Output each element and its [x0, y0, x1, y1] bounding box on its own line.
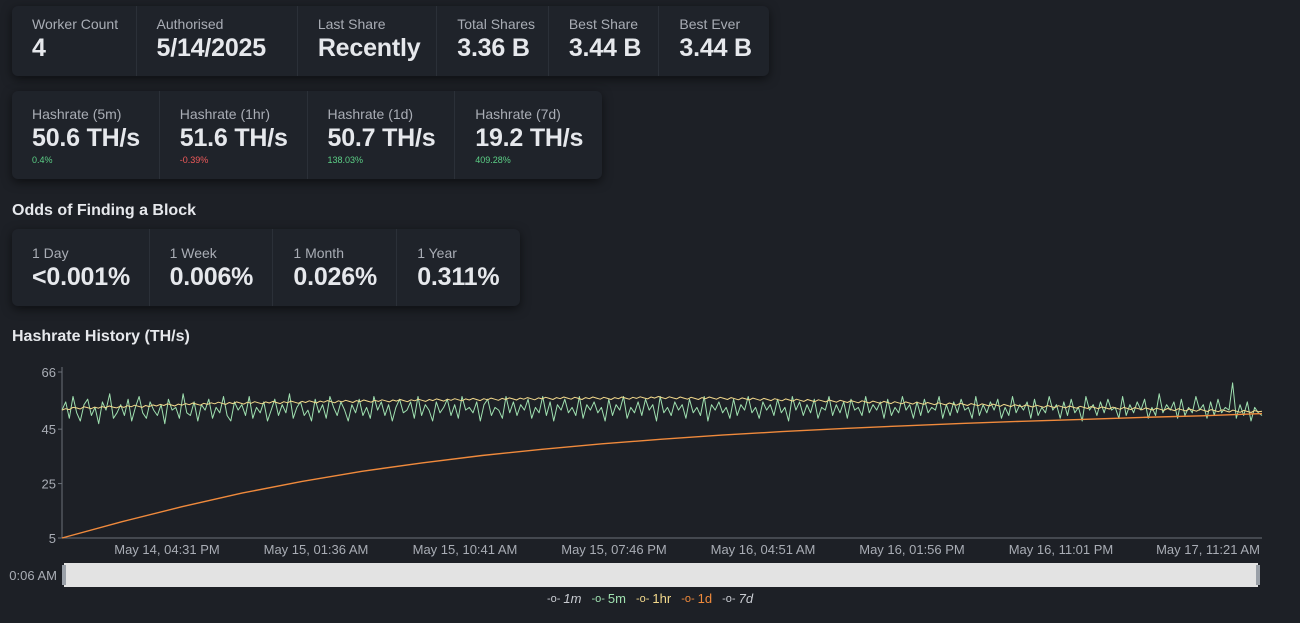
stat-best-share: Best Share 3.44 B: [549, 6, 660, 76]
stat-value: Recently: [317, 34, 421, 62]
y-tick-label: 5: [49, 531, 56, 546]
legend-item-1d[interactable]: -o- 1d: [681, 591, 712, 606]
y-tick-label: 45: [42, 422, 56, 437]
stat-label: Hashrate (7d): [475, 106, 561, 122]
legend-item-1m[interactable]: -o- 1m: [547, 591, 582, 606]
odds-1-month: 1 Month 0.026%: [273, 229, 398, 306]
zoom-slider-right-handle[interactable]: [1256, 565, 1260, 585]
legend-marker-icon: -o-: [591, 592, 605, 605]
x-tick-label: May 17, 11:21 AM: [1156, 542, 1260, 557]
legend-marker-icon: -o-: [546, 592, 561, 605]
stat-value: 0.311%: [417, 263, 500, 291]
legend-label: 1d: [697, 591, 713, 606]
stat-label: 1 Week: [169, 245, 217, 261]
stat-total-shares: Total Shares 3.36 B: [437, 6, 549, 76]
zoom-slider-track[interactable]: [64, 563, 1258, 587]
stat-value: 19.2 TH/s: [475, 124, 584, 152]
x-axis: May 14, 04:31 PM May 15, 01:36 AM May 15, …: [114, 542, 1260, 557]
x-tick-label: May 15, 01:36 AM: [264, 542, 369, 557]
stat-label: 1 Day: [32, 245, 69, 261]
x-tick-label: May 15, 10:41 AM: [413, 542, 518, 557]
stat-label: Authorised: [156, 16, 224, 32]
legend-label: 1hr: [652, 591, 672, 606]
legend-label: 5m: [607, 591, 626, 606]
stat-change: -0.39%: [179, 155, 209, 165]
stat-label: Best Ever: [679, 16, 741, 32]
y-tick-label: 25: [42, 477, 56, 492]
zoom-slider-left-handle[interactable]: [62, 565, 66, 585]
stat-label: Total Shares: [457, 16, 536, 32]
x-tick-label: May 16, 04:51 AM: [711, 542, 816, 557]
legend-label: 1m: [563, 591, 582, 606]
legend-item-7d[interactable]: -o- 7d: [722, 591, 753, 606]
stat-hashrate-1hr: Hashrate (1hr) 51.6 TH/s -0.39%: [160, 91, 308, 179]
hashrate-card: Hashrate (5m) 50.6 TH/s 0.4% Hashrate (1…: [12, 91, 602, 179]
series-line-1hr: [61, 396, 1263, 413]
stat-best-ever: Best Ever 3.44 B: [659, 6, 769, 76]
stat-value: 3.36 B: [457, 34, 530, 62]
legend-marker-icon: -o-: [681, 592, 695, 605]
series-line-1d: [61, 412, 1263, 539]
stat-change: 409.28%: [475, 155, 511, 165]
stat-value: 4: [32, 34, 46, 62]
zoom-slider-start-label: 0:06 AM: [9, 568, 57, 583]
y-tick-label: 66: [42, 365, 56, 380]
stat-authorised: Authorised 5/14/2025: [137, 6, 298, 76]
stat-label: Best Share: [568, 16, 639, 32]
stat-label: Hashrate (1d): [327, 106, 414, 122]
stat-value: 3.44 B: [679, 34, 752, 62]
y-axis: 5 25 45 66: [42, 365, 62, 546]
stat-value: 3.44 B: [568, 34, 642, 62]
stat-label: Hashrate (1hr): [179, 106, 271, 122]
x-tick-label: May 16, 11:01 PM: [1009, 542, 1114, 557]
stat-value: 5/14/2025: [156, 34, 267, 62]
stat-worker-count: Worker Count 4: [12, 6, 137, 76]
legend-label: 7d: [738, 591, 754, 606]
stat-value: 50.7 TH/s: [327, 124, 436, 152]
hashrate-history-chart[interactable]: 5 25 45 66 May 14, 04:31 PM May 15, 01:36 AM…: [0, 355, 1300, 591]
stat-label: Hashrate (5m): [32, 106, 122, 122]
odds-1-day: 1 Day <0.001%: [12, 229, 150, 306]
stat-label: 1 Month: [293, 245, 344, 261]
odds-1-year: 1 Year 0.311%: [397, 229, 520, 306]
stat-hashrate-7d: Hashrate (7d) 19.2 TH/s 409.28%: [455, 91, 602, 179]
stat-value: 0.026%: [293, 263, 377, 291]
legend-marker-icon: -o-: [722, 592, 736, 605]
stat-last-share: Last Share Recently: [298, 6, 438, 76]
summary-card: Worker Count 4 Authorised 5/14/2025 Last…: [12, 6, 769, 76]
stat-change: 138.03%: [327, 155, 364, 165]
stat-hashrate-1d: Hashrate (1d) 50.7 TH/s 138.03%: [308, 91, 456, 179]
legend-marker-icon: -o-: [635, 592, 650, 605]
stat-label: Last Share: [317, 16, 386, 32]
x-tick-label: May 16, 01:56 PM: [859, 542, 965, 557]
chart-legend: -o- 1m -o- 5m -o- 1hr -o- 1d -o- 7d: [0, 591, 1300, 606]
stat-change: 0.4%: [32, 155, 53, 165]
odds-card: 1 Day <0.001% 1 Week 0.006% 1 Month 0.02…: [12, 229, 520, 306]
legend-item-5m[interactable]: -o- 5m: [591, 591, 626, 606]
legend-item-1hr[interactable]: -o- 1hr: [636, 591, 671, 606]
odds-1-week: 1 Week 0.006%: [150, 229, 274, 306]
x-tick-label: May 14, 04:31 PM: [114, 542, 220, 557]
stat-value: <0.001%: [32, 263, 130, 291]
history-title: Hashrate History (TH/s): [12, 328, 190, 345]
stat-value: 50.6 TH/s: [32, 124, 140, 152]
series-layer: [61, 382, 1263, 539]
stat-hashrate-5m: Hashrate (5m) 50.6 TH/s 0.4%: [12, 91, 160, 179]
stat-value: 0.006%: [169, 263, 254, 291]
stat-value: 51.6 TH/s: [179, 124, 288, 152]
stat-label: Worker Count: [32, 16, 119, 32]
stat-label: 1 Year: [417, 245, 457, 261]
x-tick-label: May 15, 07:46 PM: [561, 542, 667, 557]
odds-title: Odds of Finding a Block: [12, 202, 196, 219]
series-line-5m: [61, 382, 1263, 425]
